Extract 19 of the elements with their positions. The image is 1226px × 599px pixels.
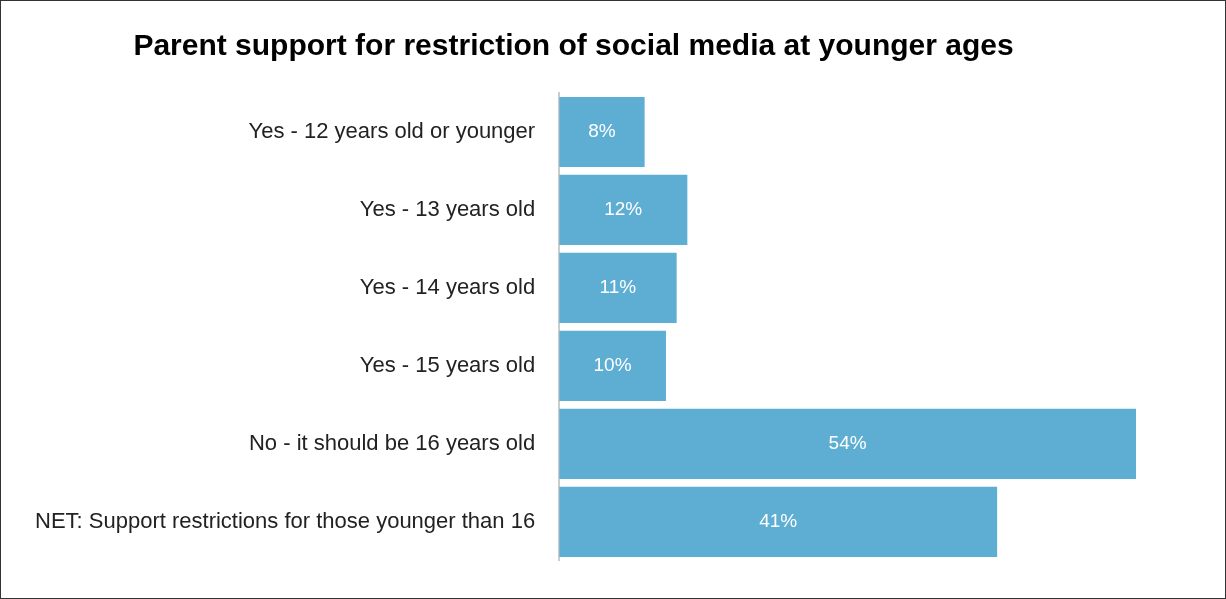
data-label: 11% [599,276,637,298]
bar [559,330,666,401]
y-tick-label: Yes - 14 years old [359,273,536,299]
data-label: 10% [593,354,632,376]
bar [559,486,998,557]
chart-title: Parent support for restriction of social media at younger ages [133,28,1014,62]
y-tick-label: No - it should be 16 years old [248,429,536,455]
data-label: 8% [588,120,616,142]
data-label: 41% [759,510,798,532]
bar [559,408,1136,479]
bar [559,252,677,323]
data-label: 12% [604,198,643,220]
y-tick-label: Yes - 12 years old or younger [248,118,536,144]
y-tick-label: NET: Support restrictions for those younger than 16 [35,507,536,533]
data-label: 54% [828,432,867,454]
bar [559,96,645,168]
y-tick-label: Yes - 13 years old [359,196,536,222]
bar [559,174,688,246]
y-tick-label: Yes - 15 years old [359,351,536,377]
